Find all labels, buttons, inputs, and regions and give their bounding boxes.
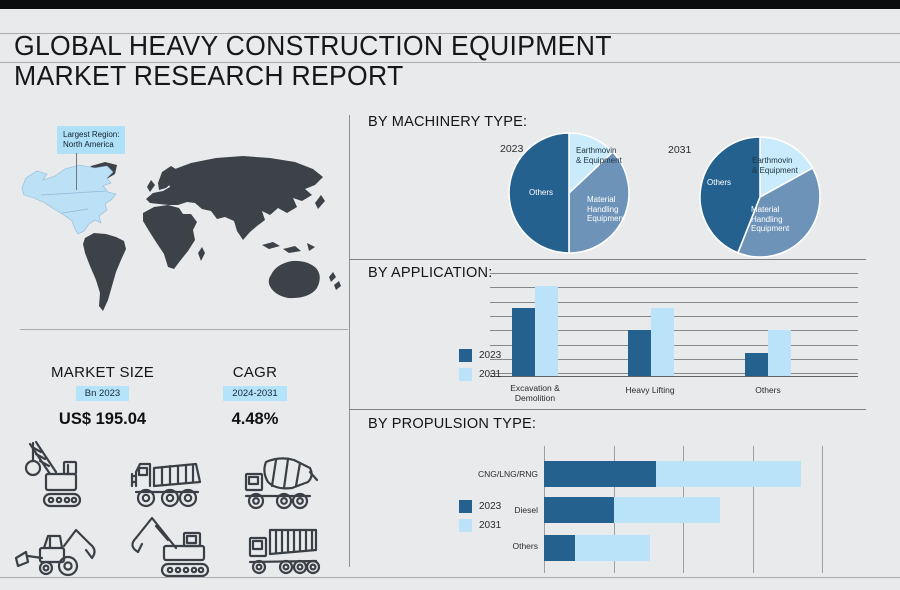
bar-others-2031 [574, 535, 650, 561]
machinery-pie-2031 [699, 136, 821, 258]
map-land [83, 156, 341, 311]
tipper-truck-icon [248, 528, 321, 575]
bottom-rule-line [0, 577, 900, 578]
cagr-value: 4.48% [231, 410, 279, 428]
ruled-line [0, 33, 900, 34]
legend-label-2023: 2023 [479, 350, 502, 361]
bar-diesel-2031 [613, 497, 720, 523]
bar-heavy-lifting-2031 [651, 308, 674, 376]
propulsion-legend: 2023 2031 [459, 500, 501, 538]
category-others: Others [512, 541, 538, 551]
world-map [21, 156, 341, 311]
category-others: Others [755, 385, 781, 395]
largest-region-callout: Largest Region: North America [57, 126, 126, 154]
gridline [752, 446, 754, 573]
legend-swatch-2031 [459, 519, 472, 532]
gridline [490, 287, 858, 289]
category-diesel: Diesel [514, 505, 538, 515]
gridline [490, 273, 858, 274]
legend-item-2031: 2031 [459, 519, 501, 532]
pie-2031-earthmoving-label: Earthmovin & Equipment [752, 156, 798, 175]
bar-others-2023 [544, 535, 575, 561]
legend-label-2023: 2023 [479, 501, 502, 512]
gridline [490, 330, 858, 332]
legend-item-2031: 2031 [459, 368, 501, 381]
market-size-stat: MARKET SIZE Bn 2023 US$ 195.04 [30, 364, 175, 429]
backhoe-loader-icon [14, 528, 96, 577]
bar-diesel-2023 [544, 497, 614, 523]
pie-slice-others [699, 136, 761, 254]
pie-slice-material-handling-equipment [736, 167, 821, 258]
application-legend: 2023 2031 [459, 349, 501, 387]
legend-item-2023: 2023 [459, 349, 501, 362]
legend-item-2023: 2023 [459, 500, 501, 513]
pie-slice-material-handling-equipment [568, 150, 630, 254]
application-section-title: BY APPLICATION: [368, 264, 493, 281]
market-size-badge: Bn 2023 [75, 386, 130, 401]
legend-label-2031: 2031 [479, 369, 502, 380]
gridline [490, 373, 858, 375]
section-divider-line [349, 409, 866, 410]
machinery-pie-2023 [508, 132, 630, 254]
bar-others-2023 [745, 353, 768, 376]
cagr-badge: 2024-2031 [223, 386, 287, 401]
pie-2023-others-label: Others [529, 188, 554, 197]
category-heavy-lifting: Heavy Lifting [625, 385, 675, 395]
report-title: GLOBAL HEAVY CONSTRUCTION EQUIPMENT MARK… [14, 31, 612, 90]
top-black-bar [0, 0, 900, 9]
machinery-section-title: BY MACHINERY TYPE: [368, 113, 528, 130]
ruled-line [0, 62, 900, 63]
legend-swatch-2023 [459, 349, 472, 362]
gridline [490, 315, 858, 317]
category-excavation-demolition: Excavation & Demolition [510, 383, 560, 403]
market-size-label: MARKET SIZE [50, 364, 155, 381]
report-title-line1: GLOBAL HEAVY CONSTRUCTION EQUIPMENT [14, 30, 612, 61]
column-divider-line [349, 115, 350, 567]
pie-2031-year-label: 2031 [668, 144, 692, 156]
section-divider-line [349, 259, 866, 260]
pie-2023-material-handling-label: Material Handling Equipment [587, 195, 626, 223]
bar-others-2031 [768, 330, 791, 376]
cagr-label: CAGR [232, 364, 278, 381]
report-title-line2: MARKET RESEARCH REPORT [14, 59, 404, 91]
gridline [490, 344, 858, 346]
pie-2023-earthmoving-label: Earthmovin & Equipment [576, 146, 622, 165]
pie-slice-others [508, 132, 570, 254]
legend-label-2031: 2031 [479, 520, 502, 531]
pie-2023-year-label: 2023 [500, 143, 524, 155]
pie-slice-earthmovin-equipment [759, 136, 814, 199]
legend-swatch-2023 [459, 500, 472, 513]
articulated-dump-truck-icon [130, 462, 202, 508]
excavator-icon [131, 516, 210, 578]
pie-2031-others-label: Others [707, 178, 732, 187]
propulsion-section-title: BY PROPULSION TYPE: [368, 415, 537, 432]
legend-swatch-2031 [459, 368, 472, 381]
map-region-north-america [21, 164, 117, 235]
cagr-stat: CAGR 2024-2031 4.48% [195, 364, 315, 429]
bar-cng-lng-rng-2023 [544, 461, 656, 487]
bar-heavy-lifting-2023 [628, 330, 651, 376]
bar-cng-lng-rng-2031 [655, 461, 801, 487]
category-cng-lng-rng: CNG/LNG/RNG [478, 469, 538, 479]
concrete-mixer-truck-icon [244, 457, 318, 510]
gridline [490, 301, 858, 303]
map-divider-line [20, 329, 348, 330]
bar-excavation-demolition-2023 [512, 308, 535, 376]
callout-pointer-line [76, 153, 77, 190]
market-size-value: US$ 195.04 [58, 410, 147, 428]
bar-excavation-demolition-2031 [535, 285, 558, 376]
gridline [822, 446, 823, 573]
callout-line2: North America [63, 140, 114, 149]
propulsion-plot [544, 446, 823, 573]
callout-line1: Largest Region: [63, 130, 120, 139]
wrecking-ball-crane-icon [24, 440, 82, 508]
pie-2031-material-handling-label: Material Handling Equipment [751, 205, 790, 233]
gridline [490, 358, 858, 360]
application-plot [490, 273, 858, 377]
